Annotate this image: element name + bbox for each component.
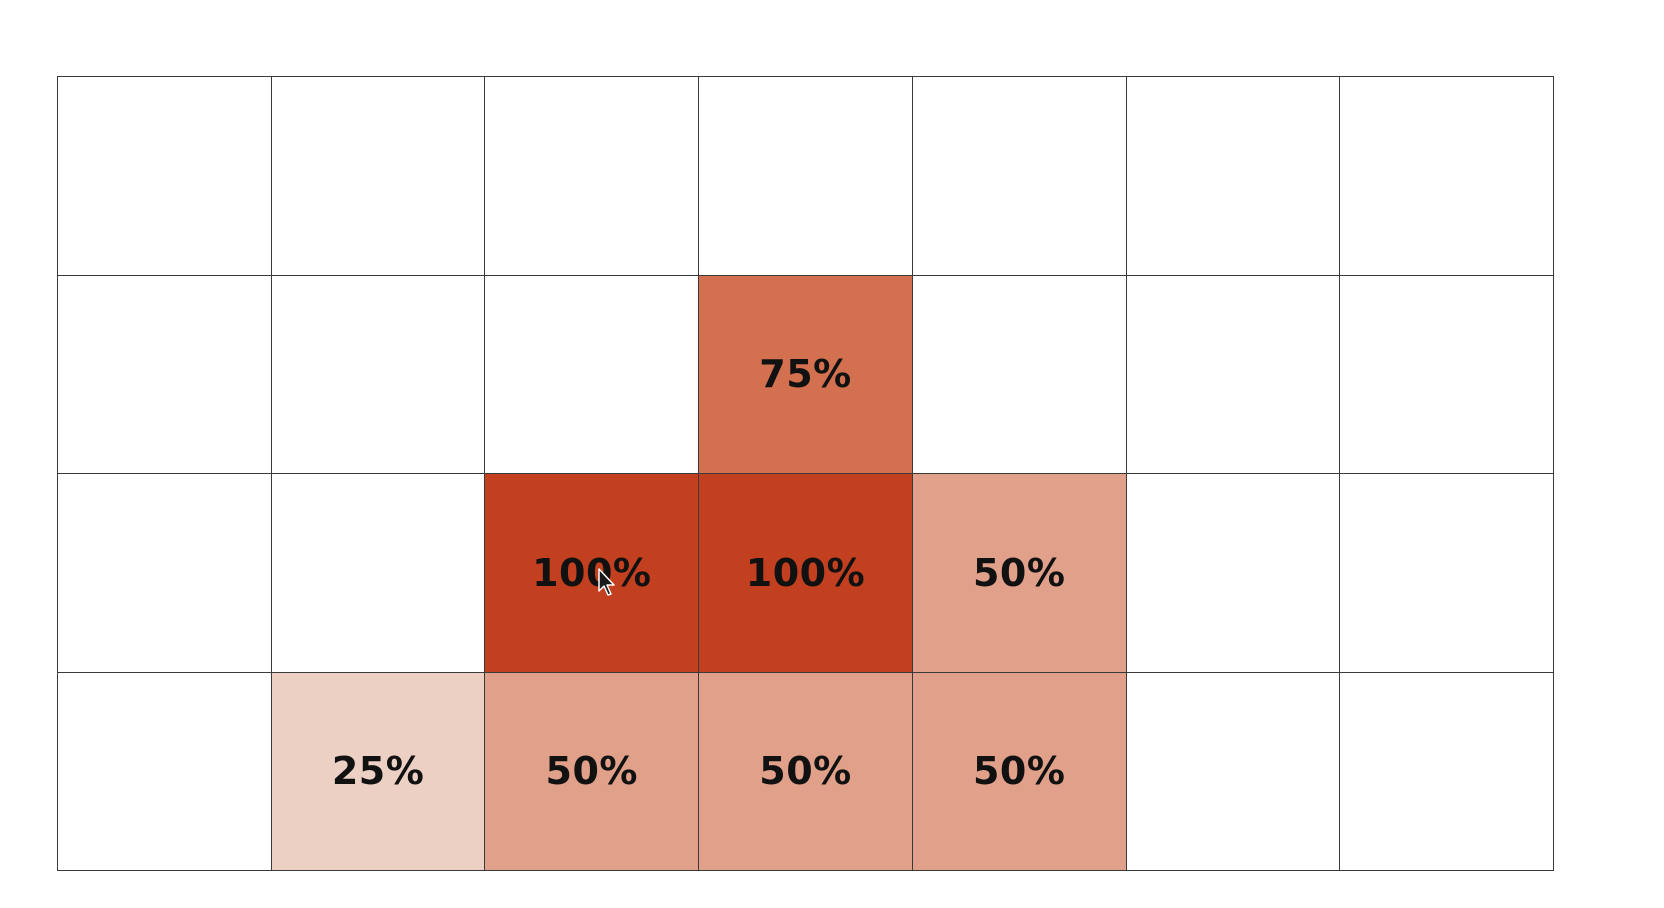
heatmap-cell-r3-c6 — [1340, 672, 1554, 871]
heatmap-cell-r2-c5 — [1126, 474, 1341, 673]
heatmap-cell-r0-c0 — [58, 77, 272, 276]
heatmap-cell-label: 50% — [972, 749, 1066, 794]
heatmap-cell-r1-c3: 75% — [699, 275, 913, 474]
heatmap-cell-r2-c3: 100% — [699, 474, 913, 673]
heatmap-grid: 75% 100% 100% 50% 25% 50% 50% 50% — [57, 76, 1554, 871]
heatmap-cell-r3-c2: 50% — [485, 672, 700, 871]
heatmap-cell-r1-c0 — [58, 275, 272, 474]
heatmap-cell-label: 100% — [745, 550, 866, 595]
heatmap-cell-label: 100% — [532, 550, 652, 595]
heatmap-cell-r1-c2 — [485, 275, 700, 474]
heatmap-cell-label: 75% — [759, 352, 852, 397]
heatmap-cell-r2-c0 — [58, 474, 272, 673]
heatmap-cell-r1-c6 — [1340, 275, 1554, 474]
heatmap-cell-r0-c1 — [271, 77, 486, 276]
heatmap-cell-r3-c1: 25% — [271, 672, 486, 871]
heatmap-cell-r2-c4: 50% — [912, 474, 1127, 673]
heatmap-cell-r2-c2: 100% — [485, 474, 700, 673]
heatmap-cell-label: 25% — [331, 749, 425, 794]
heatmap-cell-r0-c3 — [699, 77, 913, 276]
heatmap-cell-r0-c6 — [1340, 77, 1554, 276]
heatmap-cell-r3-c0 — [58, 672, 272, 871]
heatmap-cell-label: 50% — [545, 749, 639, 794]
heatmap-cell-r1-c4 — [912, 275, 1127, 474]
heatmap-cell-r3-c4: 50% — [912, 672, 1127, 871]
heatmap-cell-r0-c5 — [1126, 77, 1341, 276]
heatmap-cell-r1-c1 — [271, 275, 486, 474]
heatmap-cell-r0-c2 — [485, 77, 700, 276]
heatmap-cell-r2-c1 — [271, 474, 486, 673]
heatmap-cell-r3-c5 — [1126, 672, 1341, 871]
heatmap-cell-r0-c4 — [912, 77, 1127, 276]
heatmap-cell-r1-c5 — [1126, 275, 1341, 474]
heatmap-cell-label: 50% — [972, 550, 1066, 595]
heatmap-cell-r2-c6 — [1340, 474, 1554, 673]
heatmap-cell-r3-c3: 50% — [699, 672, 913, 871]
heatmap-cell-label: 50% — [759, 749, 852, 794]
